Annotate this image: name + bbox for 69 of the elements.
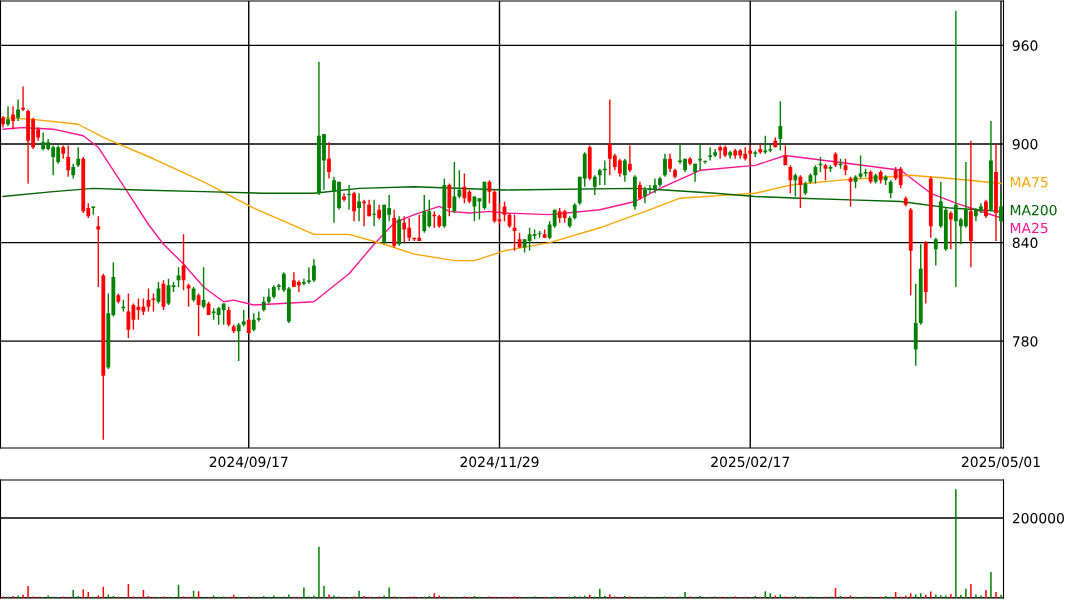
candlestick <box>718 144 723 160</box>
candlestick <box>788 164 793 194</box>
candlestick <box>151 292 156 313</box>
series-label: MA25 <box>1010 222 1048 234</box>
candlestick <box>357 192 361 222</box>
candlestick <box>347 184 351 211</box>
line-series <box>2 116 1002 262</box>
candlestick <box>748 144 753 165</box>
candlestick <box>798 174 803 209</box>
candlestick <box>638 181 642 201</box>
candlestick <box>372 199 377 227</box>
candlestick <box>41 131 46 152</box>
candlestick <box>708 146 713 162</box>
candlestick <box>668 153 672 173</box>
candlestick <box>622 158 627 183</box>
candlestick <box>793 172 798 198</box>
candlestick <box>236 322 241 362</box>
candlestick <box>617 158 622 178</box>
candlestick <box>126 292 131 339</box>
series-label: MA200 <box>1010 204 1057 216</box>
y-tick-label: 840 <box>1012 237 1038 249</box>
candlestick <box>898 166 903 190</box>
candlestick <box>402 215 407 244</box>
series-label: MA75 <box>1010 177 1048 188</box>
candlestick <box>226 305 231 328</box>
candlestick <box>307 266 311 285</box>
candlestick <box>888 179 893 199</box>
candlestick <box>627 144 632 173</box>
candlestick <box>422 194 427 234</box>
x-tick-label: 2024/09/17 <box>209 456 288 469</box>
candlestick <box>728 149 733 160</box>
x-tick-label: 2025/05/01 <box>961 456 1040 469</box>
candlestick <box>296 279 301 293</box>
y-tick-label: 900 <box>1012 138 1038 150</box>
candlestick <box>221 302 226 326</box>
candlestick <box>663 153 667 178</box>
candlestick <box>452 161 457 214</box>
candlestick <box>703 159 708 165</box>
candlestick <box>984 199 988 219</box>
candlestick <box>66 144 71 178</box>
candlestick <box>201 266 206 310</box>
y-tick-label: 780 <box>1012 336 1038 347</box>
candlestick <box>778 100 783 152</box>
candlestick <box>948 210 953 250</box>
candlestick <box>11 105 15 130</box>
candlestick <box>327 141 331 180</box>
x-tick-label: 2025/02/17 <box>711 456 790 469</box>
candlestick <box>186 282 191 308</box>
candlestick <box>963 161 968 229</box>
candlestick <box>16 98 20 122</box>
y-tick-label: 960 <box>1012 40 1038 51</box>
candlestick <box>76 146 81 168</box>
candlestick <box>352 190 356 222</box>
candlestick <box>457 169 462 199</box>
candlestick <box>312 258 316 283</box>
candlestick <box>592 174 597 196</box>
candlestick <box>933 236 938 267</box>
candlestick <box>6 105 10 127</box>
x-tick-label: 2024/11/29 <box>460 456 539 469</box>
candlestick <box>848 176 853 208</box>
candlestick <box>462 172 467 204</box>
candlestick <box>342 192 346 203</box>
y-tick-label: 200000 <box>1012 512 1064 524</box>
candlestick <box>447 182 452 217</box>
candlestick <box>362 199 366 227</box>
candlestick <box>251 312 256 333</box>
candlestick <box>96 215 101 288</box>
candlestick <box>999 192 1003 224</box>
candlestick <box>713 148 718 158</box>
